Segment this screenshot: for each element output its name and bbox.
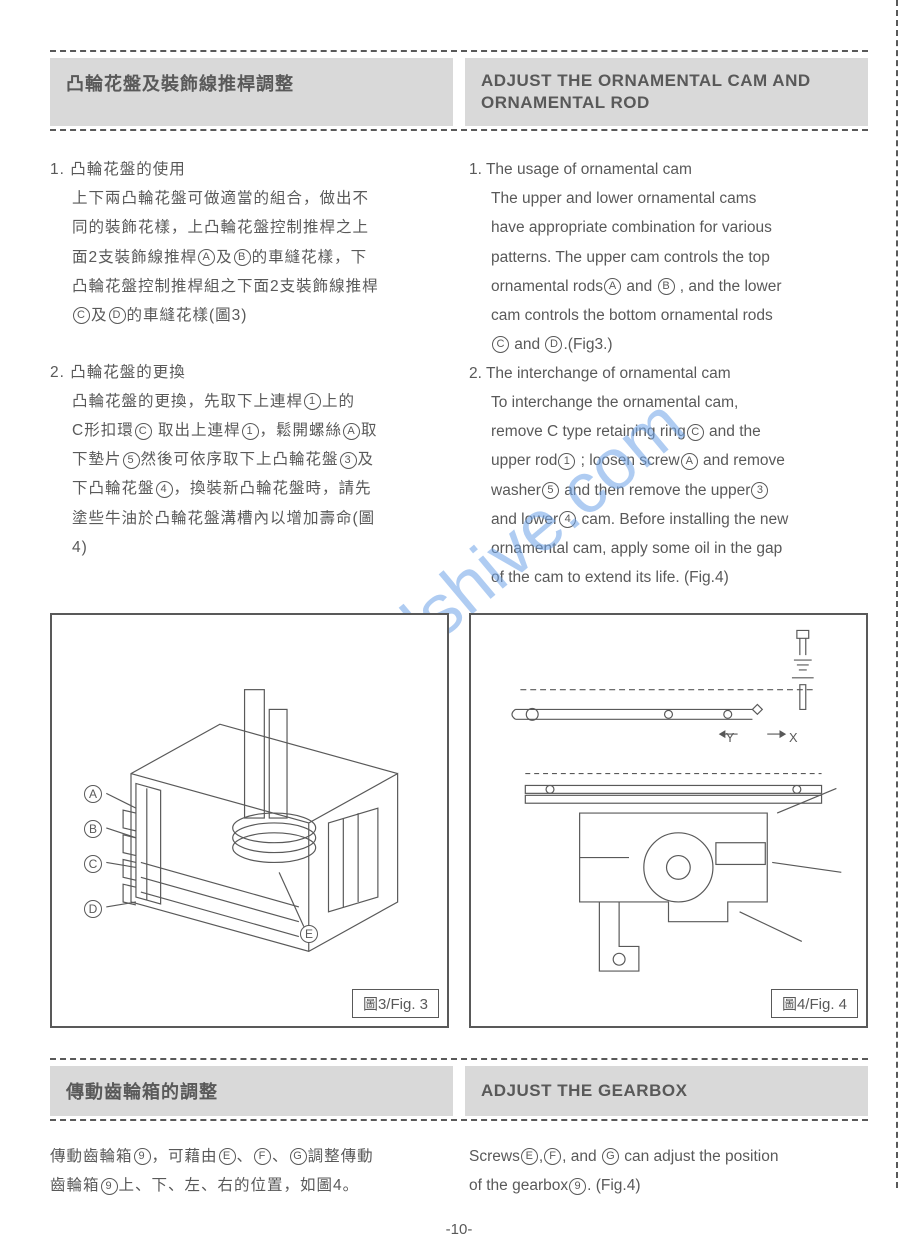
- ref-icon: B: [234, 249, 251, 266]
- col-en-1: 1. The usage of ornamental cam The upper…: [469, 156, 868, 593]
- ref-icon: 4: [559, 511, 576, 528]
- ref-icon: 9: [134, 1148, 151, 1165]
- ref-icon: 1: [558, 453, 575, 470]
- text: C形扣環C 取出上連桿1，鬆開螺絲A取: [50, 417, 449, 444]
- fig3-label-e: E: [300, 925, 318, 943]
- fig3-label-d: D: [84, 900, 102, 918]
- ref-icon: 3: [751, 482, 768, 499]
- ref-icon: B: [658, 278, 675, 295]
- page-number: -10-: [50, 1221, 868, 1238]
- arrow-x-label: X: [789, 730, 798, 745]
- text: 下凸輪花盤4，換裝新凸輪花盤時，請先: [50, 475, 449, 502]
- col-zh-2: 傳動齒輪箱9，可藉由E、F、G調整傳動 齒輪箱9上、下、左、右的位置，如圖4。: [50, 1143, 449, 1201]
- text: The upper and lower ornamental cams: [469, 185, 868, 212]
- ref-icon: 9: [569, 1178, 586, 1195]
- zh-item2-title: 2. 凸輪花盤的更換: [50, 359, 449, 386]
- ref-icon: A: [681, 453, 698, 470]
- fig4-caption: 圖4/Fig. 4: [771, 989, 858, 1018]
- dash-divider: [50, 129, 868, 131]
- text: 同的裝飾花樣，上凸輪花盤控制推桿之上: [50, 214, 449, 241]
- ref-icon: F: [544, 1148, 561, 1165]
- page-right-dash: [896, 0, 898, 1188]
- ref-icon: A: [604, 278, 621, 295]
- header-row-1: 凸輪花盤及裝飾線推桿調整 ADJUST THE ORNAMENTAL CAM A…: [50, 58, 868, 126]
- figure-3: A B C D E 圖3/Fig. 3: [50, 613, 449, 1028]
- ref-icon: 5: [542, 482, 559, 499]
- text: 傳動齒輪箱9，可藉由E、F、G調整傳動: [50, 1143, 449, 1170]
- content-row-2: 傳動齒輪箱9，可藉由E、F、G調整傳動 齒輪箱9上、下、左、右的位置，如圖4。 …: [50, 1143, 868, 1201]
- ref-icon: D: [109, 307, 126, 324]
- text: upper rod1 ; loosen screwA and remove: [469, 447, 868, 474]
- text: ornamental cam, apply some oil in the ga…: [469, 535, 868, 562]
- text: C and D.(Fig3.): [469, 331, 868, 358]
- header-zh-2: 傳動齒輪箱的調整: [50, 1066, 453, 1116]
- ref-icon: C: [73, 307, 90, 324]
- dash-divider: [50, 1058, 868, 1060]
- ref-icon: E: [219, 1148, 236, 1165]
- ref-icon: F: [254, 1148, 271, 1165]
- text: 凸輪花盤控制推桿組之下面2支裝飾線推桿: [50, 273, 449, 300]
- ref-icon: A: [343, 423, 360, 440]
- figures-row: A B C D E 圖3/Fig. 3: [50, 613, 868, 1028]
- dash-divider: [50, 1119, 868, 1121]
- fig3-caption: 圖3/Fig. 3: [352, 989, 439, 1018]
- fig3-label-a: A: [84, 785, 102, 803]
- text: 上下兩凸輪花盤可做適當的組合，做出不: [50, 185, 449, 212]
- header-row-2: 傳動齒輪箱的調整 ADJUST THE GEARBOX: [50, 1066, 868, 1116]
- arrow-y-label: Y: [726, 730, 735, 745]
- header-en-2: ADJUST THE GEARBOX: [465, 1066, 868, 1116]
- content-row-1: 1. 凸輪花盤的使用 上下兩凸輪花盤可做適當的組合，做出不 同的裝飾花樣，上凸輪…: [50, 156, 868, 593]
- col-en-2: ScrewsE,F, and G can adjust the position…: [469, 1143, 868, 1201]
- text: ornamental rodsA and B , and the lower: [469, 273, 868, 300]
- ref-icon: D: [545, 336, 562, 353]
- text: washer5 and then remove the upper3: [469, 477, 868, 504]
- dash-divider: [50, 50, 868, 52]
- text: of the gearbox9. (Fig.4): [469, 1172, 868, 1199]
- ref-icon: 4: [156, 481, 173, 498]
- fig3-label-b: B: [84, 820, 102, 838]
- ref-icon: 9: [101, 1178, 118, 1195]
- header-en-1: ADJUST THE ORNAMENTAL CAM AND ORNAMENTAL…: [465, 58, 868, 126]
- ref-icon: C: [492, 336, 509, 353]
- text: 凸輪花盤的更換，先取下上連桿1上的: [50, 388, 449, 415]
- ref-icon: E: [521, 1148, 538, 1165]
- header-zh-1: 凸輪花盤及裝飾線推桿調整: [50, 58, 453, 126]
- text: 塗些牛油於凸輪花盤溝槽內以增加壽命(圖: [50, 505, 449, 532]
- fig3-svg: [52, 615, 447, 1026]
- ref-icon: G: [602, 1148, 619, 1165]
- text: 面2支裝飾線推桿A及B的車縫花樣，下: [50, 244, 449, 271]
- col-zh-1: 1. 凸輪花盤的使用 上下兩凸輪花盤可做適當的組合，做出不 同的裝飾花樣，上凸輪…: [50, 156, 449, 593]
- ref-icon: C: [687, 424, 704, 441]
- ref-icon: A: [198, 249, 215, 266]
- text: C及D的車縫花樣(圖3): [50, 302, 449, 329]
- text: ScrewsE,F, and G can adjust the position: [469, 1143, 868, 1170]
- ref-icon: 3: [340, 452, 357, 469]
- ref-icon: 1: [242, 423, 259, 440]
- fig4-svg: Y X: [471, 615, 866, 1026]
- text: have appropriate combination for various: [469, 214, 868, 241]
- fig3-label-c: C: [84, 855, 102, 873]
- text: cam controls the bottom ornamental rods: [469, 302, 868, 329]
- text: remove C type retaining ringC and the: [469, 418, 868, 445]
- text: 4): [50, 534, 449, 561]
- en-item1-title: 1. The usage of ornamental cam: [469, 156, 868, 183]
- text: 下墊片5然後可依序取下上凸輪花盤3及: [50, 446, 449, 473]
- ref-icon: C: [135, 423, 152, 440]
- ref-icon: 1: [304, 393, 321, 410]
- text: of the cam to extend its life. (Fig.4): [469, 564, 868, 591]
- text: patterns. The upper cam controls the top: [469, 244, 868, 271]
- text: 齒輪箱9上、下、左、右的位置，如圖4。: [50, 1172, 449, 1199]
- ref-icon: 5: [123, 452, 140, 469]
- ref-icon: G: [290, 1148, 307, 1165]
- text: and lower4 cam. Before installing the ne…: [469, 506, 868, 533]
- figure-4: Y X 圖4/Fig. 4: [469, 613, 868, 1028]
- zh-item1-title: 1. 凸輪花盤的使用: [50, 156, 449, 183]
- text: To interchange the ornamental cam,: [469, 389, 868, 416]
- en-item2-title: 2. The interchange of ornamental cam: [469, 360, 868, 387]
